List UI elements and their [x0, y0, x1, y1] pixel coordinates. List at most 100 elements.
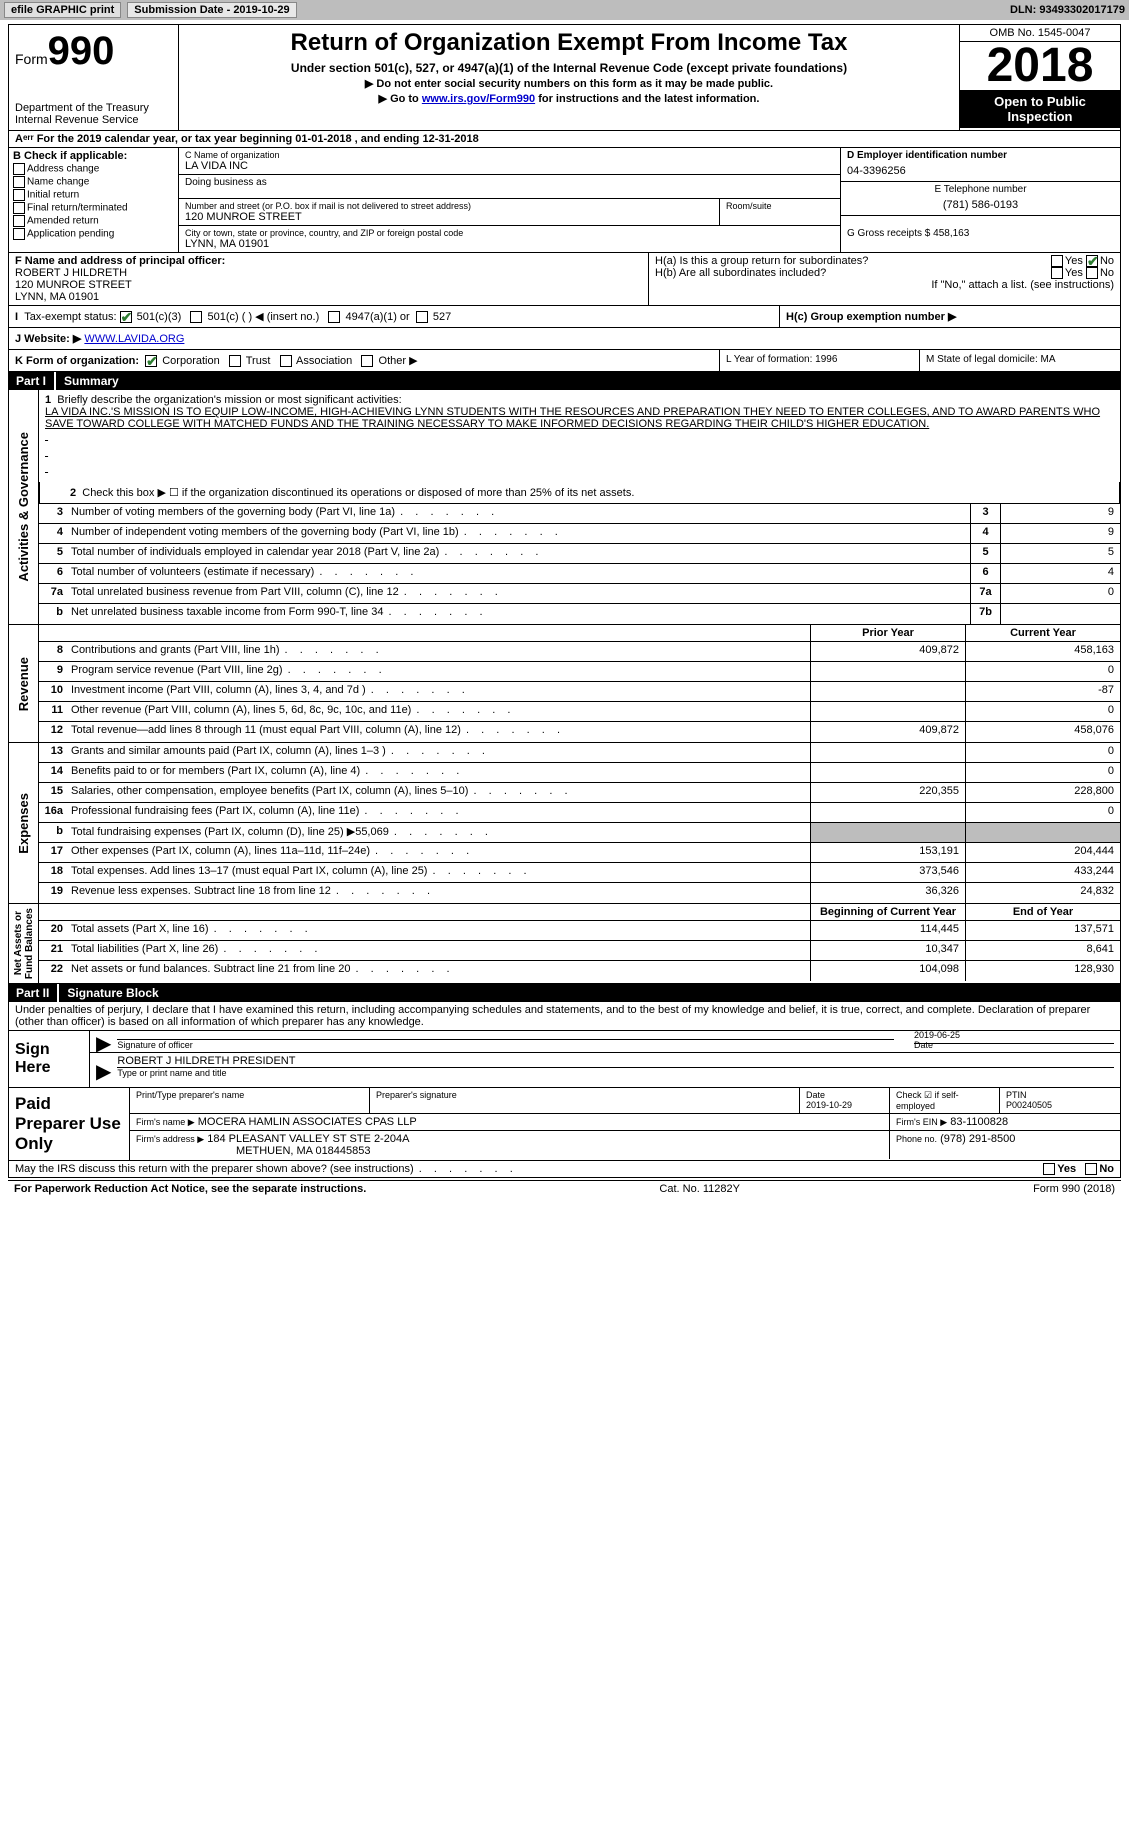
- initial-return-checkbox[interactable]: [13, 189, 25, 201]
- submission-date: Submission Date - 2019-10-29: [127, 2, 296, 18]
- sign-here-label: Sign Here: [9, 1031, 89, 1087]
- mission-label: Briefly describe the organization's miss…: [57, 394, 401, 406]
- subtitle-1: Under section 501(c), 527, or 4947(a)(1)…: [185, 61, 953, 75]
- arrow-icon-2: ▶: [96, 1066, 111, 1078]
- finance-line: 11 Other revenue (Part VIII, column (A),…: [39, 702, 1120, 722]
- tax-year-range: For the 2019 calendar year, or tax year …: [37, 133, 479, 145]
- org-name: LA VIDA INC: [185, 160, 834, 172]
- hb-no-checkbox[interactable]: [1086, 267, 1098, 279]
- form-header: Form990 Department of the Treasury Inter…: [8, 24, 1121, 131]
- revenue-label: Revenue: [14, 653, 33, 715]
- ha-no-checkbox[interactable]: [1086, 255, 1098, 267]
- top-toolbar: efile GRAPHIC print Submission Date - 20…: [0, 0, 1129, 20]
- preparer-name-header: Print/Type preparer's name: [130, 1088, 370, 1113]
- application-pending-checkbox[interactable]: [13, 228, 25, 240]
- finance-line: 20 Total assets (Part X, line 16) 114,44…: [39, 921, 1120, 941]
- finance-line: 12 Total revenue—add lines 8 through 11 …: [39, 722, 1120, 742]
- form-label: Form: [15, 51, 48, 67]
- 501c-checkbox[interactable]: [190, 311, 202, 323]
- address-change-checkbox[interactable]: [13, 163, 25, 175]
- self-employed-label: Check ☑ if self-employed: [890, 1088, 1000, 1113]
- sig-officer-label: Signature of officer: [117, 1040, 192, 1050]
- governance-line: 4 Number of independent voting members o…: [39, 524, 1120, 544]
- net-assets-label: Net Assets or Fund Balances: [11, 904, 37, 983]
- dept-label: Department of the Treasury Internal Reve…: [15, 102, 172, 126]
- firm-addr-label: Firm's address ▶: [136, 1134, 204, 1144]
- type-name-label: Type or print name and title: [117, 1068, 1114, 1078]
- prep-date: 2019-10-29: [806, 1100, 852, 1110]
- paid-preparer-label: Paid Preparer Use Only: [9, 1088, 129, 1160]
- governance-line: 6 Total number of volunteers (estimate i…: [39, 564, 1120, 584]
- h-c-label: H(c) Group exemption number ▶: [786, 311, 956, 323]
- open-inspection: Open to Public Inspection: [960, 90, 1120, 128]
- prep-date-label: Date: [806, 1090, 825, 1100]
- finance-line: 18 Total expenses. Add lines 13–17 (must…: [39, 863, 1120, 883]
- h-note: If "No," attach a list. (see instruction…: [655, 279, 1114, 291]
- mission-text: LA VIDA INC.'S MISSION IS TO EQUIP LOW-I…: [45, 406, 1114, 430]
- line-2: 2 Check this box ▶ ☐ if the organization…: [39, 482, 1120, 504]
- end-year-header: End of Year: [965, 904, 1120, 920]
- corporation-checkbox[interactable]: [145, 355, 157, 367]
- tax-year: 2018: [960, 42, 1120, 90]
- beginning-year-header: Beginning of Current Year: [810, 904, 965, 920]
- irs-link[interactable]: www.irs.gov/Form990: [422, 93, 535, 105]
- website-link[interactable]: WWW.LAVIDA.ORG: [84, 333, 184, 345]
- dln-label: DLN: 93493302017179: [1010, 4, 1125, 16]
- firm-name-label: Firm's name ▶: [136, 1117, 195, 1127]
- amended-return-checkbox[interactable]: [13, 215, 25, 227]
- city-state-zip: LYNN, MA 01901: [185, 238, 834, 250]
- officer-label: F Name and address of principal officer:: [15, 255, 642, 267]
- officer-printed-name: ROBERT J HILDRETH PRESIDENT: [117, 1055, 1114, 1068]
- firm-ein: 83-1100828: [950, 1116, 1008, 1128]
- finance-line: 17 Other expenses (Part IX, column (A), …: [39, 843, 1120, 863]
- sig-date: 2019-06-25: [914, 1030, 1114, 1040]
- firm-phone: (978) 291-8500: [940, 1133, 1015, 1145]
- ha-yes-checkbox[interactable]: [1051, 255, 1063, 267]
- firm-addr: 184 PLEASANT VALLEY ST STE 2-204A: [207, 1133, 409, 1145]
- finance-line: 16a Professional fundraising fees (Part …: [39, 803, 1120, 823]
- col-b-header: B Check if applicable:: [13, 150, 174, 162]
- room-suite-label: Room/suite: [720, 199, 840, 225]
- finance-line: 9 Program service revenue (Part VIII, li…: [39, 662, 1120, 682]
- subtitle-2: ▶ Do not enter social security numbers o…: [185, 77, 953, 90]
- finance-line: 21 Total liabilities (Part X, line 26) 1…: [39, 941, 1120, 961]
- sig-date-label: Date: [914, 1040, 933, 1050]
- preparer-sig-header: Preparer's signature: [370, 1088, 800, 1113]
- finance-line: 13 Grants and similar amounts paid (Part…: [39, 743, 1120, 763]
- finance-line: 8 Contributions and grants (Part VIII, l…: [39, 642, 1120, 662]
- officer-addr1: 120 MUNROE STREET: [15, 279, 642, 291]
- perjury-statement: Under penalties of perjury, I declare th…: [9, 1002, 1120, 1031]
- efile-button[interactable]: efile GRAPHIC print: [4, 2, 121, 18]
- officer-name: ROBERT J HILDRETH: [15, 267, 642, 279]
- col-b-checkboxes: B Check if applicable: Address change Na…: [9, 148, 179, 252]
- discuss-no-checkbox[interactable]: [1085, 1163, 1097, 1175]
- subtitle-3-post: for instructions and the latest informat…: [535, 93, 759, 105]
- 4947-checkbox[interactable]: [328, 311, 340, 323]
- ein-label: D Employer identification number: [847, 150, 1114, 161]
- governance-line: b Net unrelated business taxable income …: [39, 604, 1120, 624]
- year-formation: L Year of formation: 1996: [720, 350, 920, 371]
- name-change-checkbox[interactable]: [13, 176, 25, 188]
- trust-checkbox[interactable]: [229, 355, 241, 367]
- discuss-label: May the IRS discuss this return with the…: [15, 1163, 515, 1175]
- hb-yes-checkbox[interactable]: [1051, 267, 1063, 279]
- website-label: J Website: ▶: [15, 333, 81, 345]
- form-number: 990: [48, 29, 115, 73]
- state-domicile: M State of legal domicile: MA: [920, 350, 1120, 371]
- h-a-label: H(a) Is this a group return for subordin…: [655, 255, 868, 267]
- phone-value: (781) 586-0193: [847, 199, 1114, 211]
- activities-governance-label: Activities & Governance: [14, 428, 33, 586]
- 501c3-checkbox[interactable]: [120, 311, 132, 323]
- 527-checkbox[interactable]: [416, 311, 428, 323]
- dba-label: Doing business as: [185, 177, 834, 188]
- other-checkbox[interactable]: [361, 355, 373, 367]
- discuss-yes-checkbox[interactable]: [1043, 1163, 1055, 1175]
- firm-ein-label: Firm's EIN ▶: [896, 1117, 947, 1127]
- finance-line: b Total fundraising expenses (Part IX, c…: [39, 823, 1120, 843]
- association-checkbox[interactable]: [280, 355, 292, 367]
- ein-value: 04-3396256: [847, 165, 1114, 177]
- governance-line: 5 Total number of individuals employed i…: [39, 544, 1120, 564]
- finance-line: 10 Investment income (Part VIII, column …: [39, 682, 1120, 702]
- final-return-checkbox[interactable]: [13, 202, 25, 214]
- ptin-value: P00240505: [1006, 1100, 1052, 1110]
